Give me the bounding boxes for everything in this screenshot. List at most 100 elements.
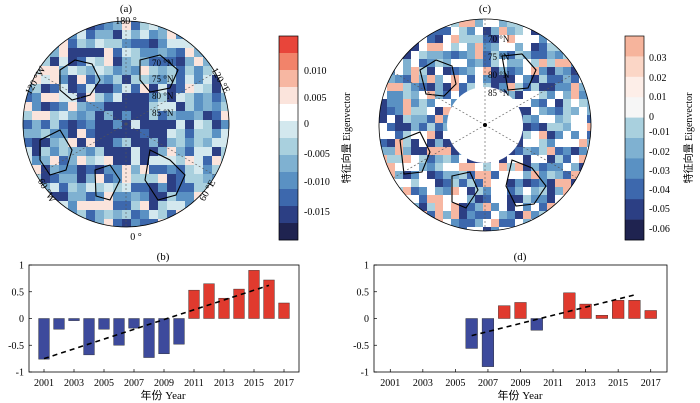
x-tick-label: 2001 <box>380 378 400 389</box>
map-cell <box>158 30 168 40</box>
map-cell <box>23 120 33 130</box>
map-cell <box>131 30 141 40</box>
map-cell <box>499 43 508 52</box>
bar-2013 <box>218 297 230 319</box>
map-cell <box>523 155 532 164</box>
map-cell <box>95 210 105 220</box>
map-cell <box>68 120 78 130</box>
map-cell <box>555 171 564 180</box>
map-cell <box>387 67 396 76</box>
map-cell <box>395 67 404 76</box>
map-cell <box>221 201 229 211</box>
map-cell <box>113 57 123 67</box>
map-cell <box>41 183 51 193</box>
map-cell <box>41 66 51 76</box>
map-cell <box>131 75 141 85</box>
map-cell <box>95 39 105 49</box>
x-tick-label: 2003 <box>64 378 84 389</box>
map-cell <box>104 39 114 49</box>
colorbar-swatch <box>625 138 644 159</box>
map-cell <box>68 39 78 49</box>
map-cell <box>395 91 404 100</box>
map-cell <box>167 156 177 166</box>
map-cell <box>571 27 580 36</box>
map-cell <box>113 210 123 220</box>
map-cell <box>475 59 484 68</box>
map-cell <box>587 155 591 164</box>
map-cell <box>77 102 87 112</box>
map-cell <box>459 163 468 172</box>
chart-b-panel-label: (b) <box>157 251 170 263</box>
map-cell <box>515 219 524 228</box>
map-a-panel-label: (a) <box>120 3 133 15</box>
map-cell <box>539 19 548 28</box>
map-cell <box>86 165 96 175</box>
map-cell <box>167 138 177 148</box>
map-cell <box>379 187 388 196</box>
map-cell <box>483 227 492 231</box>
map-cell <box>203 30 213 40</box>
map-cell <box>563 107 572 116</box>
map-cell <box>443 187 452 196</box>
map-cell <box>555 43 564 52</box>
map-cell <box>507 91 516 100</box>
map-cell <box>555 139 564 148</box>
map-cell <box>387 43 396 52</box>
map-cell <box>212 30 222 40</box>
map-cell <box>403 155 412 164</box>
map-cell <box>459 171 468 180</box>
map-cell <box>539 51 548 60</box>
colorbar-swatch <box>279 121 298 139</box>
map-cell <box>113 66 123 76</box>
map-c: (c) 70 °N 75 °N 80 °N 85 °N <box>378 3 592 232</box>
map-cell <box>221 174 229 184</box>
map-cell <box>68 102 78 112</box>
map-cell <box>547 171 556 180</box>
map-cell <box>387 107 396 116</box>
map-cell <box>379 35 388 44</box>
map-cell <box>395 83 404 92</box>
map-cell <box>491 179 500 188</box>
map-cell <box>403 163 412 172</box>
map-cell <box>483 67 492 76</box>
map-cell <box>555 115 564 124</box>
map-cell <box>167 48 177 58</box>
map-cell <box>176 201 186 211</box>
map-cell <box>587 187 591 196</box>
map-cell <box>50 21 60 31</box>
map-cell <box>32 102 42 112</box>
map-cell <box>579 227 588 231</box>
map-cell <box>23 210 33 220</box>
map-cell <box>387 115 396 124</box>
map-cell <box>194 165 204 175</box>
map-cell <box>451 59 460 68</box>
map-cell <box>451 179 460 188</box>
map-cell <box>131 120 141 130</box>
map-cell <box>379 179 388 188</box>
map-cell <box>451 27 460 36</box>
map-cell <box>491 27 500 36</box>
map-cell <box>158 39 168 49</box>
colorbar-c-frame <box>624 35 645 241</box>
map-cell <box>451 51 460 60</box>
map-cell <box>515 139 524 148</box>
map-cell <box>167 66 177 76</box>
map-cell <box>427 35 436 44</box>
x-tick-label: 2009 <box>511 378 531 389</box>
map-cell <box>539 163 548 172</box>
x-tick-label: 2015 <box>608 378 628 389</box>
map-cell <box>435 195 444 204</box>
map-cell <box>547 123 556 132</box>
map-cell <box>23 21 33 31</box>
map-cell <box>459 83 468 92</box>
map-cell <box>140 102 150 112</box>
map-cell <box>443 27 452 36</box>
map-cell <box>167 102 177 112</box>
map-cell <box>395 35 404 44</box>
map-cell <box>571 35 580 44</box>
map-cell <box>104 201 114 211</box>
map-cell <box>122 210 132 220</box>
map-cell <box>212 111 222 121</box>
map-cell <box>149 210 159 220</box>
map-cell <box>77 111 87 121</box>
